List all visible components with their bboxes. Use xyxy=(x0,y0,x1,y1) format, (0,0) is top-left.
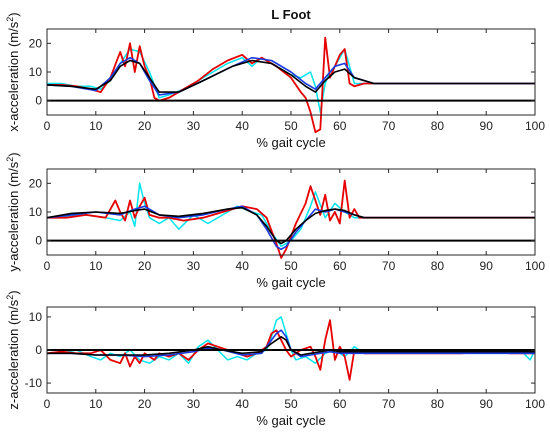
panel-3-x-tick-label: 40 xyxy=(236,397,250,411)
panel-1-x-tick-label: 20 xyxy=(138,119,152,133)
panel-3-x-tick-label: 30 xyxy=(187,397,201,411)
panel-1-x-tick-label: 100 xyxy=(525,119,545,133)
panel-3-x-tick-label: 80 xyxy=(431,397,445,411)
panel-1-x-tick-label: 50 xyxy=(284,119,298,133)
panel-2-y-tick-label: 20 xyxy=(29,176,43,190)
panel-1-x-tick-label: 90 xyxy=(480,119,494,133)
panel-1-y-tick-label: 20 xyxy=(29,36,43,50)
panel-2-y-tick-label: 0 xyxy=(35,234,42,248)
panel-3-x-tick-label: 90 xyxy=(480,397,494,411)
panel-3-x-tick-label: 20 xyxy=(138,397,152,411)
panel-2-series-4-line xyxy=(46,206,535,245)
panel-1-series-1-line xyxy=(47,48,535,113)
panel-3-series-3-line xyxy=(47,329,535,358)
panel-1-x-axis-label: % gait cycle xyxy=(256,135,325,150)
panel-1-x-tick-label: 40 xyxy=(236,119,250,133)
panel-1-x-tick-label: 0 xyxy=(44,119,51,133)
panel-1-y-axis-label: x-acceleration (m/s2) xyxy=(5,12,21,131)
panel-2-x-tick-label: 30 xyxy=(187,259,201,273)
panel-3-x-tick-label: 100 xyxy=(525,397,545,411)
panel-1-x-tick-label: 70 xyxy=(382,119,396,133)
panel-1-x-tick-label: 10 xyxy=(89,119,103,133)
panel-3-y-tick-label: -10 xyxy=(25,376,43,390)
panel-1-x-tick-label: 80 xyxy=(431,119,445,133)
panel-3-x-tick-label: 50 xyxy=(284,397,298,411)
panel-2-x-tick-label: 60 xyxy=(333,259,347,273)
panel-3-y-tick-label: 0 xyxy=(35,343,42,357)
panel-1-series-4-line xyxy=(46,59,535,93)
panel-2-x-tick-label: 40 xyxy=(236,259,250,273)
panel-3-x-tick-label: 10 xyxy=(89,397,103,411)
panel-1-x-tick-label: 60 xyxy=(333,119,347,133)
panel-2-x-tick-label: 80 xyxy=(431,259,445,273)
panel-1-y-tick-label: 0 xyxy=(35,94,42,108)
panel-2-series-2-line xyxy=(47,179,535,259)
panel-2-x-tick-label: 100 xyxy=(525,259,545,273)
panel-1-x-tick-label: 30 xyxy=(187,119,201,133)
panel-2-y-axis-label: y-acceleration (m/s2) xyxy=(5,152,21,271)
panel-2-x-tick-label: 0 xyxy=(44,259,51,273)
panel-3-x-tick-label: 60 xyxy=(333,397,347,411)
panel-1-series-3-line xyxy=(46,56,535,96)
panel-2-series-3-line xyxy=(46,205,535,251)
panel-2-y-tick-label: 10 xyxy=(29,205,43,219)
chart-title: L Foot xyxy=(271,7,311,22)
panel-2-x-tick-label: 90 xyxy=(480,259,494,273)
panel-2-x-axis-label: % gait cycle xyxy=(256,275,325,290)
panel-2-x-tick-label: 20 xyxy=(138,259,152,273)
panel-3-x-axis-label: % gait cycle xyxy=(256,413,325,428)
panel-3-y-axis-label: z-acceleration (m/s2) xyxy=(5,290,21,409)
panel-2-x-tick-label: 50 xyxy=(284,259,298,273)
panel-3-series-4-line xyxy=(47,335,535,356)
panel-3-x-tick-label: 70 xyxy=(382,397,396,411)
panel-2-x-tick-label: 70 xyxy=(382,259,396,273)
panel-3-x-tick-label: 0 xyxy=(44,397,51,411)
panel-3-y-tick-label: 10 xyxy=(29,310,43,324)
panel-1-y-tick-label: 10 xyxy=(29,65,43,79)
panel-2-x-tick-label: 10 xyxy=(89,259,103,273)
panel-1-series-2-line xyxy=(47,36,535,134)
